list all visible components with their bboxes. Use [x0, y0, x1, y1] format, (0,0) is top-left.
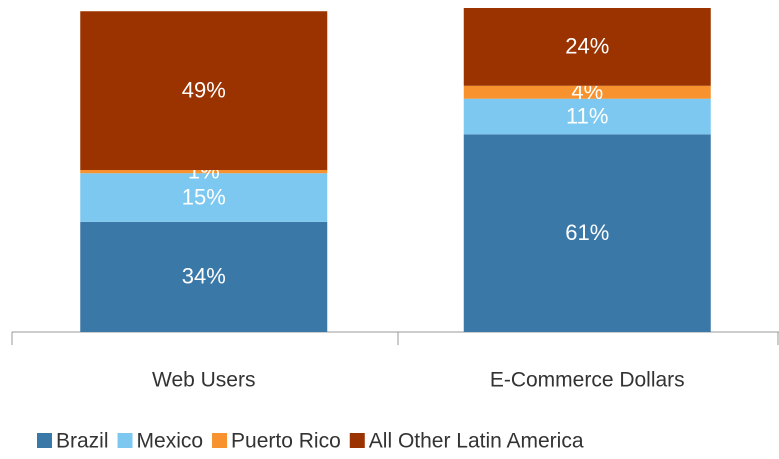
bar-segment — [80, 11, 328, 170]
bar-segment — [463, 85, 711, 99]
bar-segment — [463, 8, 711, 86]
bar-segment — [463, 134, 711, 332]
bar-segment — [80, 221, 328, 332]
value-label: 24% — [565, 34, 609, 59]
legend-label: Puerto Rico — [231, 430, 341, 453]
bar-segment — [80, 173, 328, 222]
value-label: 34% — [182, 264, 226, 289]
x-tick-label: E-Commerce Dollars — [490, 369, 685, 392]
legend-swatch — [37, 433, 52, 448]
legend-label: Brazil — [56, 430, 109, 453]
value-label: 49% — [182, 77, 226, 102]
legend-label: Mexico — [137, 430, 204, 453]
x-tick-label: Web Users — [152, 369, 255, 392]
legend-swatch — [349, 433, 365, 448]
value-label: 11% — [566, 103, 608, 128]
value-label: 15% — [182, 184, 226, 209]
bar-segment — [463, 98, 711, 135]
legend-swatch — [212, 433, 228, 448]
value-label: 61% — [565, 220, 609, 245]
legend-swatch — [117, 433, 133, 448]
bar-segment — [80, 170, 328, 174]
legend-label: All Other Latin America — [369, 430, 584, 453]
